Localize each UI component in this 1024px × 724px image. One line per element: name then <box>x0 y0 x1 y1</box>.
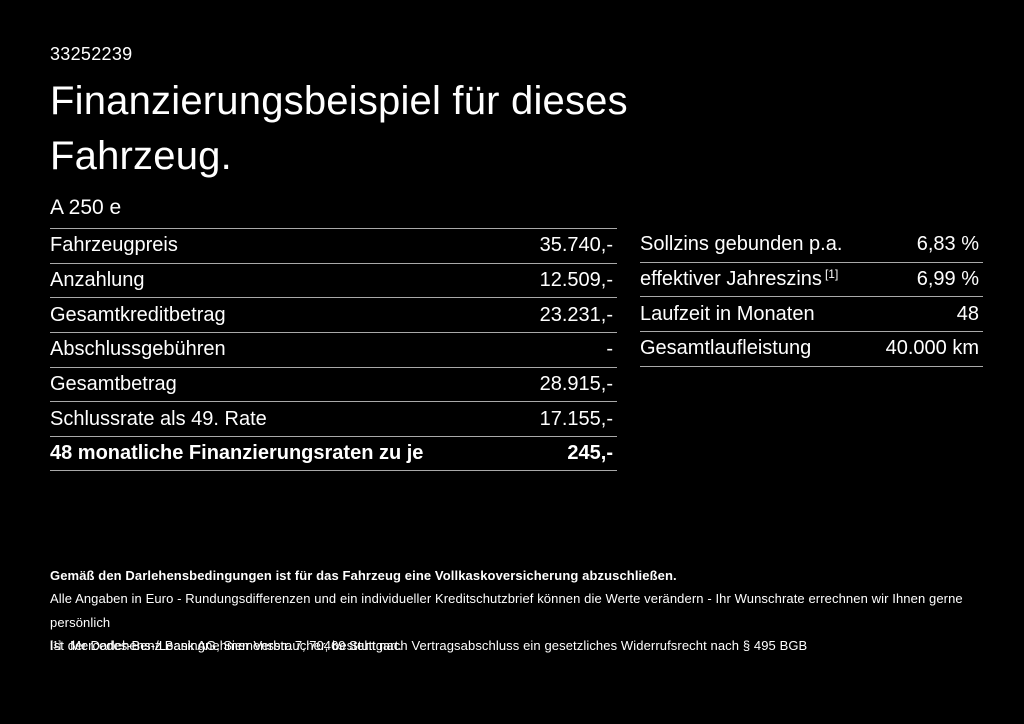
legal-notes: Gemäß den Darlehensbedingungen ist für d… <box>50 564 980 657</box>
row-label: effektiver Jahreszins [1] <box>640 267 839 291</box>
row-value: 6,83 % <box>916 233 979 256</box>
table-row-laufzeit: Laufzeit in Monaten 48 <box>640 297 983 333</box>
row-label: Gesamtbetrag <box>50 373 177 396</box>
footnote-ref: [1] <box>824 267 839 282</box>
vehicle-id: 33252239 <box>50 44 133 64</box>
row-value: 28.915,- <box>539 373 613 396</box>
table-row-abschlussgebuehren: Abschlussgebühren - <box>50 332 617 367</box>
page-title: Finanzierungsbeispiel für dieses Fahrzeu… <box>50 74 628 184</box>
conditions-table: Sollzins gebunden p.a. 6,83 % effektiver… <box>640 228 983 367</box>
insurance-note: Gemäß den Darlehensbedingungen ist für d… <box>50 568 677 583</box>
page-title-line1: Finanzierungsbeispiel für dieses <box>50 79 628 123</box>
table-row-effektiver-jahreszins: effektiver Jahreszins [1] 6,99 % <box>640 263 983 298</box>
row-value: 48 <box>956 302 979 325</box>
footnote-marker: [1] <box>50 640 62 651</box>
table-row-gesamtkreditbetrag: Gesamtkreditbetrag 23.231,- <box>50 297 617 332</box>
row-label: Fahrzeugpreis <box>50 234 178 257</box>
row-label: Sollzins gebunden p.a. <box>640 233 843 256</box>
footnote: [1] Mercedes-Benz Bank AG, Siemensstr. 7,… <box>50 638 402 653</box>
row-label: Laufzeit in Monaten <box>640 302 815 325</box>
footnote-text: Mercedes-Benz Bank AG, Siemensstr. 7, 70… <box>70 638 402 653</box>
row-label: Abschlussgebühren <box>50 338 226 361</box>
row-label: 48 monatliche Finanzierungsraten zu je <box>50 441 424 464</box>
finance-table: Fahrzeugpreis 35.740,- Anzahlung 12.509,… <box>50 228 617 471</box>
euro-note: Alle Angaben in Euro - Rundungsdifferenz… <box>50 591 963 630</box>
row-value: 35.740,- <box>539 234 613 257</box>
vehicle-model: A 250 e <box>50 196 122 219</box>
row-value: 23.231,- <box>539 303 613 326</box>
row-value: - <box>606 338 613 361</box>
row-value: 6,99 % <box>916 268 979 291</box>
table-row-monatsrate: 48 monatliche Finanzierungsraten zu je 2… <box>50 436 617 471</box>
row-label: Anzahlung <box>50 269 145 292</box>
table-row-gesamtlaufleistung: Gesamtlaufleistung 40.000 km <box>640 332 983 367</box>
row-label: Gesamtlaufleistung <box>640 337 812 360</box>
row-value: 12.509,- <box>539 269 613 292</box>
table-row-anzahlung: Anzahlung 12.509,- <box>50 262 617 298</box>
table-row-fahrzeugpreis: Fahrzeugpreis 35.740,- <box>50 228 617 263</box>
row-value: 245,- <box>567 441 613 464</box>
row-label: Schlussrate als 49. Rate <box>50 407 267 430</box>
table-row-gesamtbetrag: Gesamtbetrag 28.915,- <box>50 366 617 402</box>
table-row-schlussrate: Schlussrate als 49. Rate 17.155,- <box>50 401 617 436</box>
row-label: Gesamtkreditbetrag <box>50 303 226 326</box>
table-row-sollzins: Sollzins gebunden p.a. 6,83 % <box>640 228 983 263</box>
row-value: 17.155,- <box>539 407 613 430</box>
row-value: 40.000 km <box>885 337 979 360</box>
page-title-line2: Fahrzeug. <box>50 134 232 178</box>
widerruf-note: Ist der Darlehens-/Leasingnehmer Verbrau… <box>50 637 808 653</box>
